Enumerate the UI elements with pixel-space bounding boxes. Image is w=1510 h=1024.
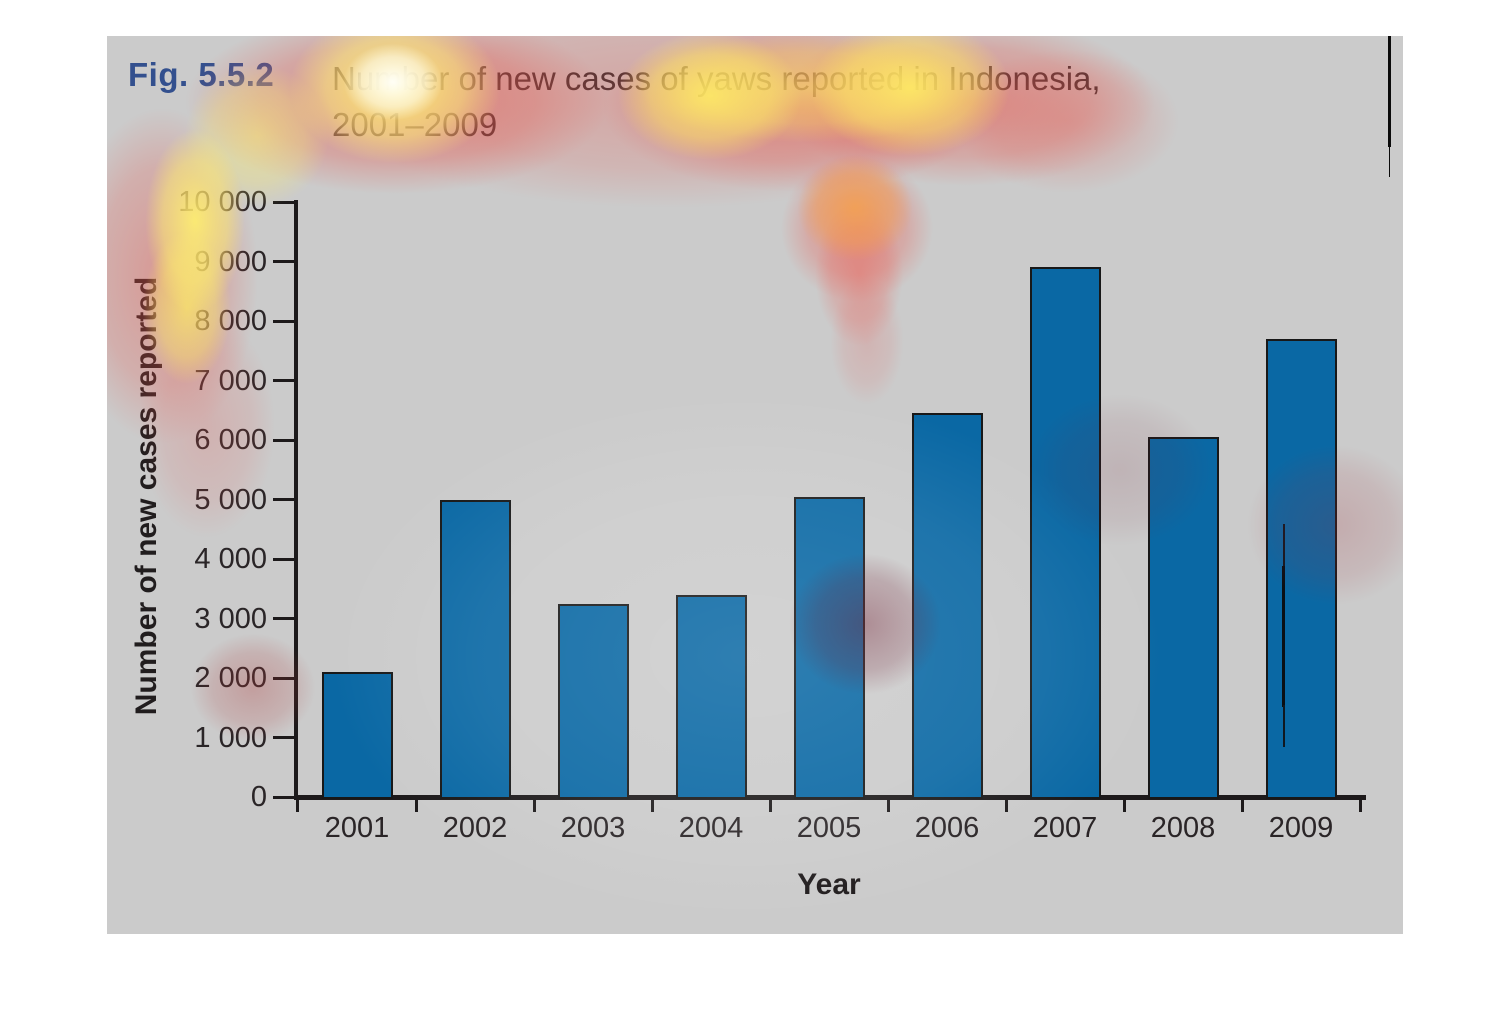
x-tick-label-2008: 2008 <box>1150 812 1216 844</box>
y-tick-1000 <box>273 736 294 739</box>
y-tick-4000 <box>273 557 294 561</box>
figure-title-line1: Number of new cases of yaws reported in … <box>332 60 1101 97</box>
x-tick-label-2007: 2007 <box>1032 812 1098 844</box>
y-tick-6000 <box>273 438 294 442</box>
y-tick-5000 <box>273 498 294 501</box>
y-tick-label-0: 0 <box>250 781 267 813</box>
x-tick-label-2003: 2003 <box>560 812 626 844</box>
x-tick-label-2006: 2006 <box>914 812 980 844</box>
y-tick-3000 <box>273 617 294 620</box>
scan-artifact-line-top-right-thick <box>1388 36 1391 147</box>
y-tick-7000 <box>273 379 294 382</box>
bar-2001 <box>321 672 393 799</box>
bar-2003 <box>557 603 629 799</box>
bar-2009 <box>1265 338 1337 799</box>
y-tick-10000 <box>273 200 294 204</box>
figure-title-line2: 2001–2009 <box>332 106 498 143</box>
y-tick-label-9000: 9 000 <box>194 245 267 278</box>
bar-2006 <box>911 413 983 799</box>
x-tick-label-2004: 2004 <box>678 812 744 844</box>
y-axis-title: Number of new cases reported <box>130 276 163 716</box>
x-axis-title: Year <box>797 868 861 901</box>
scan-artifact-line-2009-bar-upper <box>1283 524 1285 568</box>
figure-title: Number of new cases of yaws reported in … <box>332 56 1101 148</box>
y-axis-line <box>294 200 298 799</box>
figure-panel: Fig. 5.5.2 Number of new cases of yaws r… <box>107 36 1403 934</box>
x-tick-5 <box>886 797 890 812</box>
bar-2002 <box>439 499 511 799</box>
x-tick-label-2002: 2002 <box>442 812 508 844</box>
x-tick-8 <box>1240 797 1244 812</box>
y-tick-2000 <box>273 676 294 680</box>
x-tick-4 <box>768 797 772 812</box>
x-tick-7 <box>1122 797 1126 812</box>
x-tick-label-2009: 2009 <box>1268 812 1334 844</box>
figure-number: Fig. 5.5.2 <box>128 56 275 93</box>
x-tick-label-2005: 2005 <box>796 812 862 844</box>
y-tick-label-1000: 1 000 <box>194 721 267 754</box>
x-tick-1 <box>414 797 418 812</box>
x-tick-6 <box>1004 797 1008 812</box>
bar-2004 <box>675 594 747 799</box>
y-tick-label-10000: 10 000 <box>178 186 267 218</box>
bar-2008 <box>1147 437 1219 799</box>
scan-artifact-line-top-right-thin <box>1389 147 1390 177</box>
x-tick-label-2001: 2001 <box>324 812 390 844</box>
y-tick-0 <box>273 795 294 799</box>
y-tick-8000 <box>273 319 294 323</box>
y-tick-9000 <box>273 260 294 263</box>
x-tick-9 <box>1358 797 1362 812</box>
scan-artifact-line-2009-bar-middle <box>1282 566 1285 707</box>
x-tick-0 <box>295 797 299 812</box>
bar-2007 <box>1029 267 1101 799</box>
x-tick-2 <box>532 797 536 812</box>
x-tick-3 <box>650 797 654 812</box>
scan-artifact-line-2009-bar-lower <box>1283 705 1285 747</box>
bar-2005 <box>793 496 865 799</box>
